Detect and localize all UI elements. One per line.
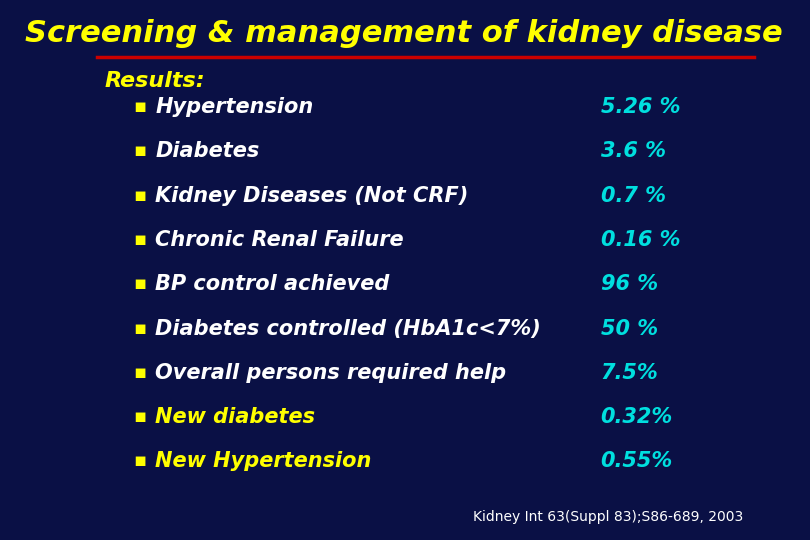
Text: 96 %: 96 % bbox=[601, 274, 658, 294]
Text: Overall persons required help: Overall persons required help bbox=[156, 363, 506, 383]
Text: 0.55%: 0.55% bbox=[601, 451, 673, 471]
Text: ▪: ▪ bbox=[133, 319, 146, 338]
Text: New diabetes: New diabetes bbox=[156, 407, 315, 427]
Text: BP control achieved: BP control achieved bbox=[156, 274, 390, 294]
Text: New Hypertension: New Hypertension bbox=[156, 451, 372, 471]
Text: ▪: ▪ bbox=[133, 141, 146, 160]
Text: 0.32%: 0.32% bbox=[601, 407, 673, 427]
Text: Hypertension: Hypertension bbox=[156, 97, 313, 117]
Text: ▪: ▪ bbox=[133, 407, 146, 426]
Text: ▪: ▪ bbox=[133, 97, 146, 116]
Text: 0.7 %: 0.7 % bbox=[601, 186, 666, 206]
Text: Chronic Renal Failure: Chronic Renal Failure bbox=[156, 230, 404, 250]
Text: ▪: ▪ bbox=[133, 230, 146, 249]
Text: Results:: Results: bbox=[104, 71, 205, 91]
Text: Kidney Int 63(Suppl 83);S86-689, 2003: Kidney Int 63(Suppl 83);S86-689, 2003 bbox=[473, 510, 744, 524]
Text: 3.6 %: 3.6 % bbox=[601, 141, 666, 161]
Text: ▪: ▪ bbox=[133, 186, 146, 205]
Text: Screening & management of kidney disease: Screening & management of kidney disease bbox=[24, 19, 782, 48]
Text: Kidney Diseases (Not CRF): Kidney Diseases (Not CRF) bbox=[156, 186, 468, 206]
Text: 5.26 %: 5.26 % bbox=[601, 97, 680, 117]
Text: Diabetes: Diabetes bbox=[156, 141, 259, 161]
Text: 0.16 %: 0.16 % bbox=[601, 230, 680, 250]
Text: 50 %: 50 % bbox=[601, 319, 658, 339]
Text: ▪: ▪ bbox=[133, 274, 146, 293]
Text: 7.5%: 7.5% bbox=[601, 363, 659, 383]
Text: ▪: ▪ bbox=[133, 451, 146, 470]
Text: ▪: ▪ bbox=[133, 363, 146, 382]
Text: Diabetes controlled (HbA1c<7%): Diabetes controlled (HbA1c<7%) bbox=[156, 319, 541, 339]
